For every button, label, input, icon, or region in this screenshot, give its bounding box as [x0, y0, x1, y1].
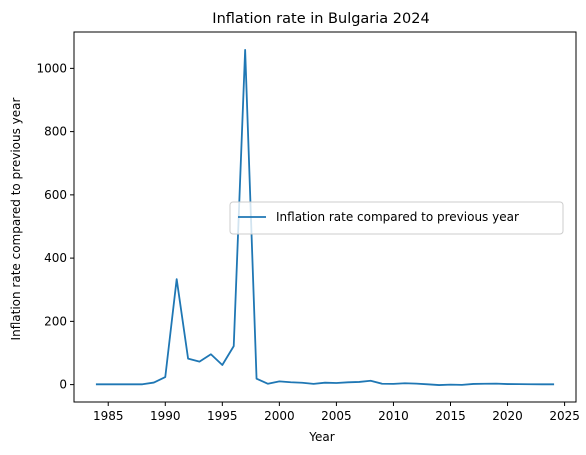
legend-box: [229, 201, 564, 235]
data-point: [324, 382, 325, 383]
plot-area: [73, 31, 577, 403]
data-point: [313, 383, 314, 384]
data-point: [404, 383, 405, 384]
y-axis-label: Inflation rate compared to previous year: [9, 97, 23, 340]
x-tick-label: 2015: [435, 409, 466, 423]
data-point: [165, 376, 166, 377]
chart-title: Inflation rate in Bulgaria 2024: [212, 11, 429, 27]
data-point: [336, 382, 337, 383]
data-point: [96, 384, 97, 385]
data-point: [245, 49, 246, 50]
x-axis-ticks: 1985 1990 1995 2000 2005 2010 2015 2020 2025: [93, 402, 580, 423]
series-line: [95, 49, 555, 386]
y-axis-ticks: 0 200 400 600 800 1000: [36, 61, 74, 392]
data-point: [199, 361, 200, 362]
x-tick-label: 1985: [93, 409, 124, 423]
data-point: [267, 383, 268, 384]
data-point: [108, 384, 109, 385]
data-point: [393, 383, 394, 384]
data-point: [187, 358, 188, 359]
y-tick-label: 800: [44, 125, 67, 139]
data-point: [427, 384, 428, 385]
data-point: [302, 382, 303, 383]
data-point: [438, 384, 439, 385]
plot-frame: [73, 31, 577, 403]
data-point: [541, 384, 542, 385]
data-point: [233, 346, 234, 347]
data-point: [359, 381, 360, 382]
x-tick-label: 1990: [150, 409, 181, 423]
data-point: [484, 383, 485, 384]
data-point: [507, 383, 508, 384]
data-point: [518, 384, 519, 385]
data-point: [222, 364, 223, 365]
data-point: [461, 384, 462, 385]
data-point: [450, 384, 451, 385]
data-point: [119, 384, 120, 385]
x-tick-label: 1995: [207, 409, 238, 423]
data-point: [553, 384, 554, 385]
data-point: [416, 383, 417, 384]
x-tick-label: 2010: [378, 409, 409, 423]
y-tick-label: 1000: [36, 61, 67, 75]
data-point: [496, 383, 497, 384]
data-point: [530, 384, 531, 385]
x-tick-label: 2000: [264, 409, 295, 423]
data-point: [176, 279, 177, 280]
data-point: [130, 384, 131, 385]
y-tick-label: 400: [44, 251, 67, 265]
data-point: [256, 378, 257, 379]
legend-entry-label: Inflation rate compared to previous year: [276, 210, 519, 224]
data-point: [370, 380, 371, 381]
x-axis-label: Year: [308, 430, 334, 444]
x-tick-label: 2005: [321, 409, 352, 423]
y-tick-label: 200: [44, 314, 67, 328]
x-tick-label: 2025: [549, 409, 580, 423]
data-point: [473, 383, 474, 384]
x-tick-label: 2020: [492, 409, 523, 423]
data-point: [290, 382, 291, 383]
y-tick-label: 0: [59, 378, 67, 392]
data-point: [210, 354, 211, 355]
data-point: [142, 384, 143, 385]
data-point: [279, 381, 280, 382]
y-tick-label: 600: [44, 188, 67, 202]
data-point: [381, 383, 382, 384]
legend: Inflation rate compared to previous year: [229, 201, 564, 235]
data-point: [347, 382, 348, 383]
data-point: [153, 382, 154, 383]
